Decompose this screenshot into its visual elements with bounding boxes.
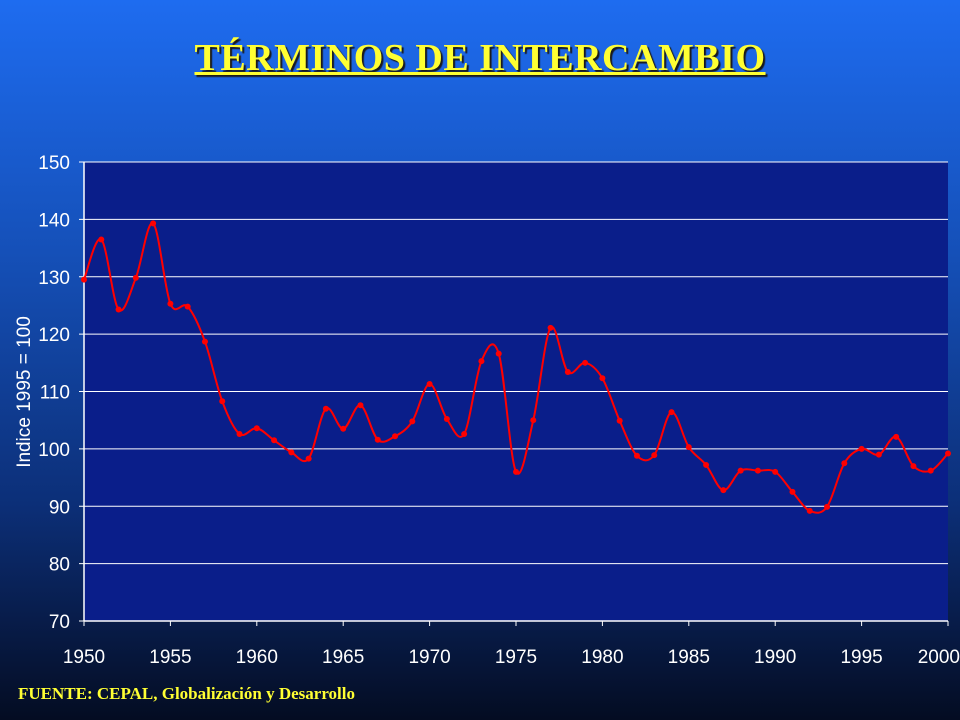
x-tick-label: 1995 [840, 647, 882, 668]
y-tick-label: 140 [38, 210, 70, 231]
data-point-1957 [201, 338, 208, 345]
data-point-1968 [392, 433, 399, 440]
data-point-1978 [564, 368, 571, 375]
data-point-1998 [910, 463, 917, 470]
data-point-1959 [236, 430, 243, 437]
axes [79, 161, 949, 626]
x-tick-label: 2000 [918, 647, 960, 668]
y-tick-label: 120 [38, 325, 70, 346]
data-point-1952 [115, 306, 122, 313]
chart-title: TÉRMINOS DE INTERCAMBIO [194, 37, 766, 79]
data-point-1961 [271, 437, 278, 444]
data-point-1964 [322, 405, 329, 412]
data-point-1962 [288, 449, 295, 456]
data-point-1954 [150, 220, 157, 227]
x-tick-label: 1970 [408, 647, 450, 668]
data-point-1953 [132, 274, 139, 281]
data-point-1980 [599, 375, 606, 382]
data-points [81, 220, 951, 514]
data-point-1992 [806, 507, 813, 514]
y-tick-label: 70 [49, 612, 70, 633]
data-point-1971 [443, 416, 450, 423]
y-tick-label: 150 [38, 153, 70, 174]
data-point-1975 [513, 468, 519, 475]
data-point-1983 [651, 452, 658, 459]
data-point-1996 [875, 451, 882, 458]
x-tick-label: 1985 [668, 647, 710, 668]
data-point-1984 [668, 409, 675, 416]
data-point-1986 [703, 461, 710, 468]
data-point-1997 [893, 433, 900, 440]
data-point-1973 [478, 358, 485, 365]
x-tick-label: 1950 [63, 647, 105, 668]
source-note: FUENTE: CEPAL, Globalización y Desarroll… [18, 684, 356, 703]
data-point-1981 [616, 417, 623, 424]
data-point-1951 [98, 236, 105, 243]
x-tick-label: 1960 [236, 647, 278, 668]
data-point-1974 [495, 350, 502, 357]
data-point-1969 [409, 418, 416, 425]
y-axis-label: Indice 1995 = 100 [14, 316, 35, 468]
x-tick-label: 1975 [495, 647, 537, 668]
data-point-1958 [219, 398, 226, 405]
data-point-1972 [461, 430, 468, 437]
x-tick-label: 1955 [149, 647, 191, 668]
x-tick-labels: 1950 1955 1960 1965 1970 1975 1980 1985 1990 1995… [63, 647, 960, 668]
data-point-1993 [824, 503, 831, 510]
x-tick-label: 1965 [322, 647, 364, 668]
y-tick-label: 110 [40, 383, 70, 404]
data-point-1994 [841, 460, 848, 467]
data-point-1990 [772, 468, 779, 475]
data-point-1985 [685, 444, 692, 451]
data-point-1976 [530, 417, 537, 424]
y-tick-label: 130 [38, 268, 70, 289]
data-point-1987 [720, 487, 727, 494]
data-point-1967 [374, 436, 381, 443]
y-tick-label: 90 [49, 497, 70, 518]
data-point-1960 [253, 425, 260, 432]
data-point-1950 [81, 276, 87, 283]
data-point-1963 [305, 455, 312, 462]
y-tick-label: 100 [38, 440, 70, 461]
x-tick-label: 1990 [754, 647, 796, 668]
data-point-2000 [945, 450, 951, 457]
data-point-1995 [858, 445, 865, 452]
data-point-1955 [167, 300, 174, 307]
data-point-1966 [357, 402, 364, 409]
data-point-1970 [426, 381, 433, 388]
y-tick-label: 80 [49, 555, 70, 576]
data-point-1988 [737, 467, 744, 474]
gridlines [84, 161, 948, 622]
y-tick-labels: 70 80 90 100 110 120 130 140 150 [38, 153, 70, 633]
data-point-1979 [582, 359, 589, 366]
data-point-1965 [340, 425, 347, 432]
data-point-1991 [789, 488, 796, 495]
data-point-1956 [184, 303, 191, 310]
data-point-1982 [633, 452, 640, 459]
data-point-1977 [547, 324, 554, 331]
data-point-1989 [754, 467, 761, 474]
x-tick-label: 1980 [581, 647, 623, 668]
data-point-1999 [927, 467, 934, 474]
